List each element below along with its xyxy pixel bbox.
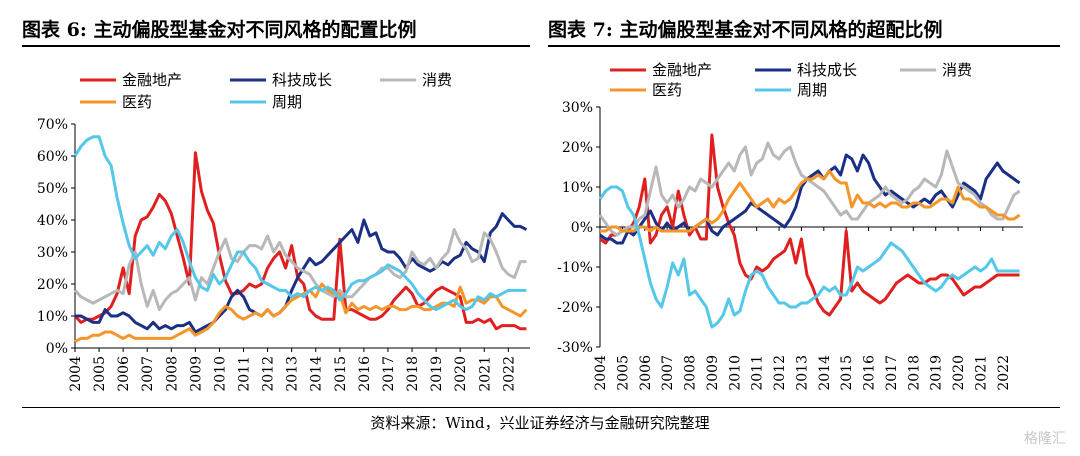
x-tick-label: 2022: [501, 356, 517, 392]
series-line: [73, 228, 527, 312]
x-tick-label: 2015: [839, 355, 855, 391]
line-chart-allocation: 0% 10% 20% 30% 40% 50% 60% 70% 2004 2005 2006 2007 2…: [37, 71, 530, 392]
legend-label: 科技成长: [797, 61, 857, 79]
y-tick-label: 20%: [562, 140, 593, 156]
series-line: [73, 135, 527, 312]
x-tick-label: 2019: [429, 356, 445, 392]
legend-label: 科技成长: [272, 71, 332, 89]
y-tick-label: 50%: [37, 181, 68, 197]
series-line: [73, 151, 527, 331]
series-line: [599, 133, 1020, 317]
x-tick-label: 2008: [683, 355, 699, 391]
x-tick-label: 2005: [615, 355, 631, 391]
x-tick-label: 2021: [477, 356, 493, 392]
y-tick-label: 40%: [37, 213, 68, 229]
chart-title: 图表 6: 主动偏股型基金对不同风格的配置比例: [22, 19, 417, 41]
series-line: [598, 185, 1020, 329]
x-tick-label: 2011: [750, 355, 766, 391]
y-tick-label: 0%: [46, 341, 68, 357]
x-tick-label: 2009: [705, 355, 721, 391]
x-tick-label: 2004: [68, 356, 84, 392]
y-tick-label: 10%: [562, 180, 593, 196]
x-tick-label: 2018: [405, 356, 421, 392]
chart-title: 图表 7: 主动偏股型基金对不同风格的超配比例: [548, 19, 943, 41]
x-tick-label: 2020: [951, 355, 967, 391]
y-tick-label: 30%: [562, 100, 593, 116]
y-tick-label: -30%: [557, 340, 593, 356]
legend-label: 金融地产: [652, 61, 712, 79]
x-tick-label: 2017: [884, 355, 900, 391]
legend-label: 医药: [652, 81, 682, 99]
title-rule: [22, 45, 530, 47]
y-tick-label: 30%: [37, 245, 68, 261]
line-chart-overweight: -30% -20% -10% 0% 10% 20% 30% 2004 2005 2006 2007 2…: [557, 61, 1023, 391]
series-line: [599, 153, 1021, 245]
source-note: 资料来源：Wind，兴业证券经济与金融研究院整理: [370, 414, 710, 432]
y-tick-label: -10%: [557, 260, 593, 276]
x-tick-label: 2013: [285, 356, 301, 392]
x-tick-label: 2007: [660, 355, 676, 391]
x-tick-label: 2007: [140, 356, 156, 392]
x-tick-label: 2010: [212, 356, 228, 392]
series-line: [598, 141, 1021, 237]
x-tick-label: 2012: [261, 356, 277, 392]
x-tick-label: 2022: [996, 355, 1012, 391]
x-tick-label: 2021: [973, 355, 989, 391]
y-tick-label: 60%: [37, 149, 68, 165]
series-line: [75, 212, 528, 334]
x-tick-label: 2014: [817, 355, 833, 391]
x-tick-label: 2006: [638, 355, 654, 391]
x-tick-label: 2016: [357, 356, 373, 392]
title-rule: [548, 45, 1060, 47]
series-line: [600, 169, 1021, 233]
legend-label: 金融地产: [122, 71, 182, 89]
x-tick-label: 2015: [333, 356, 349, 392]
x-tick-label: 2006: [116, 356, 132, 392]
x-tick-label: 2014: [309, 356, 325, 392]
y-tick-label: 10%: [37, 309, 68, 325]
x-tick-label: 2009: [188, 356, 204, 392]
x-tick-label: 2008: [164, 356, 180, 392]
x-tick-label: 2011: [237, 356, 253, 392]
x-tick-label: 2010: [727, 355, 743, 391]
legend-label: 消费: [422, 71, 452, 89]
y-tick-label: 0%: [571, 220, 593, 236]
footer-rule: [22, 407, 1060, 408]
x-tick-label: 2020: [453, 356, 469, 392]
x-tick-label: 2013: [794, 355, 810, 391]
legend-label: 周期: [797, 81, 827, 99]
legend-label: 周期: [272, 93, 302, 111]
legend-label: 消费: [942, 61, 972, 79]
legend-label: 医药: [122, 93, 152, 111]
x-tick-label: 2017: [381, 356, 397, 392]
x-tick-label: 2004: [593, 355, 609, 391]
x-tick-label: 2019: [929, 355, 945, 391]
x-tick-label: 2005: [92, 356, 108, 392]
y-tick-label: -20%: [557, 300, 593, 316]
x-tick-label: 2018: [906, 355, 922, 391]
x-tick-label: 2012: [772, 355, 788, 391]
watermark-logo: 格隆汇: [1024, 431, 1066, 447]
y-tick-label: 20%: [37, 277, 68, 293]
x-tick-label: 2016: [862, 355, 878, 391]
y-tick-label: 70%: [37, 117, 68, 133]
